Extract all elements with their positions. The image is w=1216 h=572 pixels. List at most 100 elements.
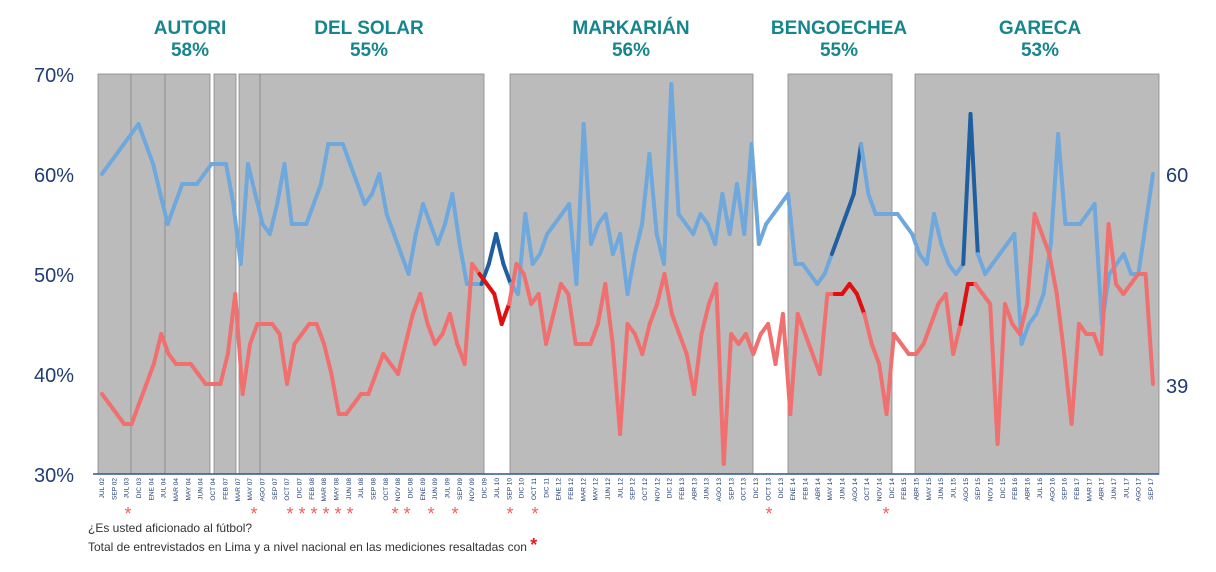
series-no-segment xyxy=(1002,302,1015,326)
x-tick-label: JUN 17 xyxy=(1111,478,1118,500)
coach-name: AUTORI xyxy=(153,18,227,39)
coach-pct: 55% xyxy=(349,40,389,61)
series-yes-segment xyxy=(311,182,323,206)
series-no-segment xyxy=(492,292,504,326)
series-yes-segment xyxy=(1136,222,1148,276)
x-tick-label: OCT 04 xyxy=(210,478,217,501)
series-no-segment xyxy=(817,292,830,376)
series-no-segment xyxy=(973,282,985,296)
series-yes-segment xyxy=(866,192,878,216)
x-tick-label: MAR 08 xyxy=(321,478,328,502)
series-no-segment xyxy=(928,302,941,326)
series-no-segment xyxy=(114,412,127,426)
series-no-segment xyxy=(655,272,667,306)
series-yes-segment xyxy=(348,162,360,186)
x-tick-label: JUL 04 xyxy=(161,478,168,499)
x-tick-label: OCT 11 xyxy=(531,478,538,501)
y-tick-label: 50% xyxy=(34,265,74,287)
series-yes-segment xyxy=(603,212,615,256)
x-tick-label: MAR 04 xyxy=(173,478,180,502)
series-no-segment xyxy=(1143,272,1155,386)
series-yes-segment xyxy=(720,192,732,236)
x-tick-label: JUL 12 xyxy=(617,478,624,499)
series-no-segment xyxy=(1054,292,1067,356)
series-yes-segment xyxy=(1048,132,1061,246)
series-yes-segment xyxy=(742,142,754,236)
asterisk-icon: * xyxy=(427,504,434,524)
series-yes-segment xyxy=(1092,202,1104,326)
x-tick-label: JUN 12 xyxy=(605,478,612,500)
y-tick-label: 40% xyxy=(34,365,74,387)
series-yes-segment xyxy=(224,162,236,206)
x-tick-label: ABR 14 xyxy=(815,478,822,501)
y-tick-label: 60% xyxy=(34,165,74,187)
series-no-segment xyxy=(248,322,260,346)
series-no-segment xyxy=(803,332,815,356)
x-tick-label: AGO 16 xyxy=(1049,478,1056,502)
coach-period-panel xyxy=(259,73,485,475)
x-tick-label: MAY 15 xyxy=(926,478,933,501)
series-no-segment xyxy=(751,332,763,356)
x-tick-label: OCT 14 xyxy=(864,478,871,501)
series-no-segment xyxy=(595,282,608,326)
series-no-segment xyxy=(795,312,808,336)
series-no-segment xyxy=(669,312,682,336)
asterisk-icon: * xyxy=(310,504,317,524)
x-tick-label: JUN 04 xyxy=(198,478,205,500)
series-yes-segment xyxy=(961,112,973,266)
series-no-segment xyxy=(425,322,438,346)
coach-period-panel xyxy=(213,73,237,475)
series-yes-segment xyxy=(406,232,418,276)
x-tick-label: FEB 16 xyxy=(1012,478,1019,500)
series-yes-segment xyxy=(983,262,995,276)
x-tick-label: JUL 17 xyxy=(1123,478,1130,499)
asterisk-icon: * xyxy=(286,504,293,524)
series-no-segment xyxy=(381,352,393,366)
footnote-total: Total de entrevistados en Lima y a nivel… xyxy=(88,535,537,556)
series-no-segment xyxy=(1099,222,1111,356)
series-no-segment xyxy=(159,332,171,356)
series-no-segment xyxy=(662,272,674,316)
series-yes-segment xyxy=(764,212,776,226)
x-tick-label: JUL 09 xyxy=(445,478,452,499)
series-no-segment xyxy=(447,312,460,346)
series-yes-segment xyxy=(391,232,404,256)
series-yes-segment xyxy=(136,122,148,146)
series-no-segment xyxy=(366,372,378,396)
asterisk-icon: * xyxy=(322,504,329,524)
x-tick-label: FEB 14 xyxy=(802,478,809,500)
series-no-segment xyxy=(714,282,726,466)
coach-pct: 53% xyxy=(1020,40,1060,61)
asterisk-icon: * xyxy=(765,504,772,524)
coach-label-markarian: MARKARIÁN 56% xyxy=(572,18,689,62)
x-tick-label: MAY 08 xyxy=(333,478,340,501)
series-no-segment xyxy=(988,302,1000,446)
x-tick-label: JUL 15 xyxy=(951,478,958,499)
coach-label-bengoechea: BENGOECHEA 55% xyxy=(771,18,907,62)
series-yes-segment xyxy=(172,182,185,206)
series-yes-segment xyxy=(1078,212,1090,226)
series-yes-segment xyxy=(384,212,396,236)
series-no-segment xyxy=(107,402,119,416)
series-yes-segment xyxy=(100,162,112,176)
asterisk-icon: * xyxy=(298,504,305,524)
x-tick-label: SEP 17 xyxy=(1148,478,1155,500)
series-yes-segment xyxy=(661,82,674,266)
series-no-segment xyxy=(418,292,430,326)
series-no-segment xyxy=(373,352,386,376)
series-no-segment xyxy=(462,262,475,366)
series-no-segment xyxy=(240,342,253,396)
series-no-segment xyxy=(951,322,963,356)
series-no-segment xyxy=(780,312,793,416)
coach-name: BENGOECHEA xyxy=(770,18,908,39)
series-no-segment xyxy=(196,372,208,386)
coach-label-del-solar: DEL SOLAR 55% xyxy=(314,18,423,62)
series-yes-segment xyxy=(939,242,951,266)
series-no-segment xyxy=(943,292,956,356)
x-tick-label: SEP 10 xyxy=(506,478,513,500)
series-no-segment xyxy=(566,292,578,346)
series-no-segment xyxy=(344,402,356,416)
series-no-segment xyxy=(129,402,142,426)
series-no-segment xyxy=(677,332,689,356)
